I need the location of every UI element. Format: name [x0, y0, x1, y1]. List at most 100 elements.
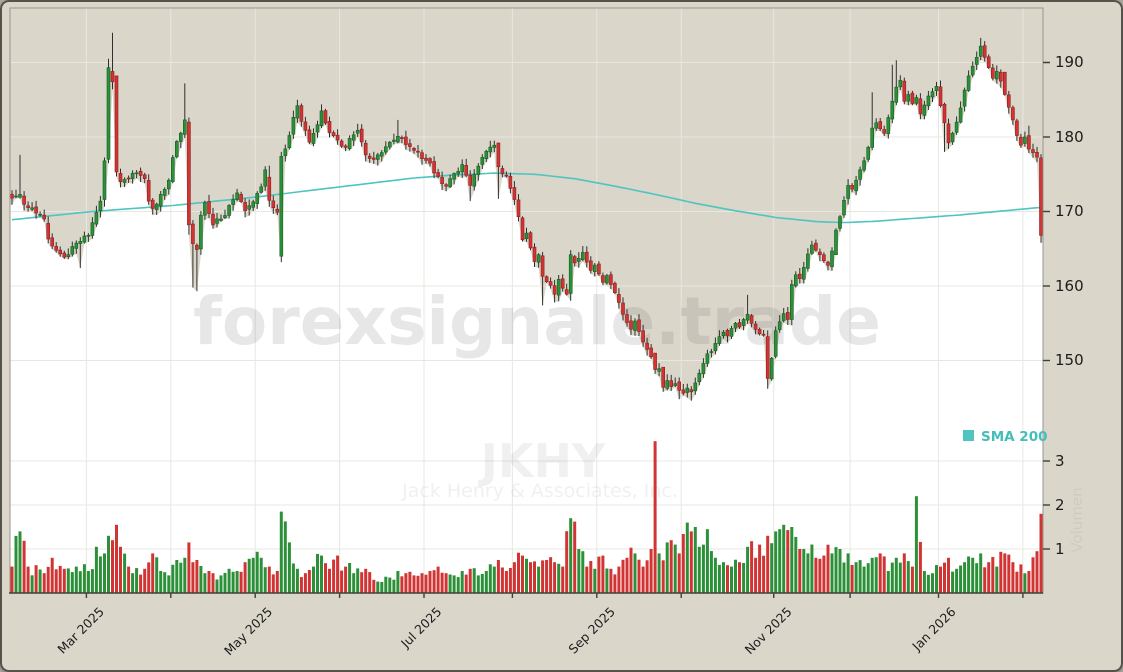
volume-bar [697, 546, 701, 593]
candle-up [199, 214, 203, 250]
candle-down [597, 263, 601, 275]
candle-down [331, 132, 336, 136]
candle-down [757, 329, 762, 334]
candle-up [30, 207, 34, 210]
candle-down [946, 123, 951, 144]
candle-up [263, 169, 268, 187]
volume-bar [171, 564, 175, 593]
volume-bar [798, 549, 802, 593]
volume-bar [673, 544, 677, 593]
price-tick-label-160: 160 [1055, 277, 1084, 295]
volume-bar [613, 574, 617, 593]
volume-bar [778, 529, 782, 593]
volume-bar [573, 521, 577, 593]
candle-up [906, 94, 911, 102]
candle-down [532, 246, 537, 262]
volume-bar [187, 542, 191, 593]
volume-bar [123, 553, 127, 593]
volume-bar [392, 579, 396, 593]
candle-up [930, 91, 935, 98]
candle-up [392, 139, 396, 142]
volume-bars [10, 441, 1043, 593]
sma-200-line [11, 172, 1042, 224]
volume-bar [251, 557, 255, 593]
volume-bar [18, 531, 22, 593]
volume-bar [78, 571, 82, 593]
volume-bar [30, 575, 34, 593]
candle-down [982, 45, 987, 58]
volume-bar [364, 568, 368, 593]
volume-bar [1015, 571, 1019, 593]
volume-bar [963, 562, 967, 593]
volume-bar [219, 575, 223, 593]
volume-bar [424, 574, 428, 593]
candle-down [138, 170, 143, 176]
candle-down [504, 174, 509, 177]
volume-bar [376, 581, 380, 593]
candle-down [150, 199, 155, 209]
volume-bar [263, 567, 267, 593]
candle-down [637, 319, 641, 332]
candle-down [440, 177, 444, 184]
volume-bar [661, 560, 665, 593]
volume-bar [1019, 564, 1023, 593]
volume-bar [557, 563, 561, 593]
candle-up [347, 138, 352, 149]
candle-down [560, 278, 565, 289]
price-tick-label-150: 150 [1055, 351, 1084, 369]
candle-up [315, 124, 320, 133]
volume-bar [902, 553, 906, 593]
volume-bar [135, 568, 139, 593]
candle-up [235, 192, 239, 200]
candle-up [733, 322, 738, 329]
volume-bar [86, 571, 90, 593]
volume-bar [82, 564, 86, 593]
volume-bar [436, 566, 440, 593]
candle-up [171, 157, 175, 182]
candle-up [78, 241, 83, 244]
candle-down [142, 174, 147, 180]
volume-bar [54, 569, 58, 593]
volume-bar [931, 573, 934, 593]
volume-bar [416, 575, 420, 593]
candle-down [10, 194, 14, 199]
volume-bar [870, 557, 874, 593]
candle-up [98, 200, 103, 212]
volume-bar [641, 566, 645, 593]
candle-up [842, 200, 846, 216]
volume-bar [324, 563, 327, 593]
volume-bar [444, 573, 448, 593]
volume-bar [291, 563, 295, 593]
candle-down [516, 199, 521, 217]
candle-down [26, 205, 30, 209]
candle-up [580, 252, 585, 260]
candle-down [938, 86, 943, 107]
candle-up [162, 189, 167, 196]
candle-down [1011, 107, 1015, 121]
volume-bar [577, 549, 581, 593]
candle-up [994, 71, 999, 80]
candle-down [765, 336, 770, 379]
candle-up [810, 244, 814, 254]
candle-down [114, 75, 119, 173]
candle-up [789, 284, 794, 320]
volume-bar [127, 566, 131, 593]
candle-down [363, 142, 368, 156]
candle-up [183, 119, 187, 135]
volume-bar [155, 557, 159, 593]
candle-up [926, 95, 931, 107]
candle-up [287, 135, 292, 149]
candle-down [564, 289, 569, 295]
candle-up [448, 178, 452, 188]
volume-bar [1023, 573, 1027, 593]
candle-up [862, 160, 866, 171]
candle-up [86, 235, 91, 237]
candle-up [227, 205, 231, 216]
candle-up [154, 203, 159, 210]
candle-down [725, 329, 730, 337]
volume-bar [782, 524, 786, 593]
volume-bar [111, 540, 114, 593]
volume-bar [983, 567, 987, 593]
candle-down [761, 333, 766, 336]
